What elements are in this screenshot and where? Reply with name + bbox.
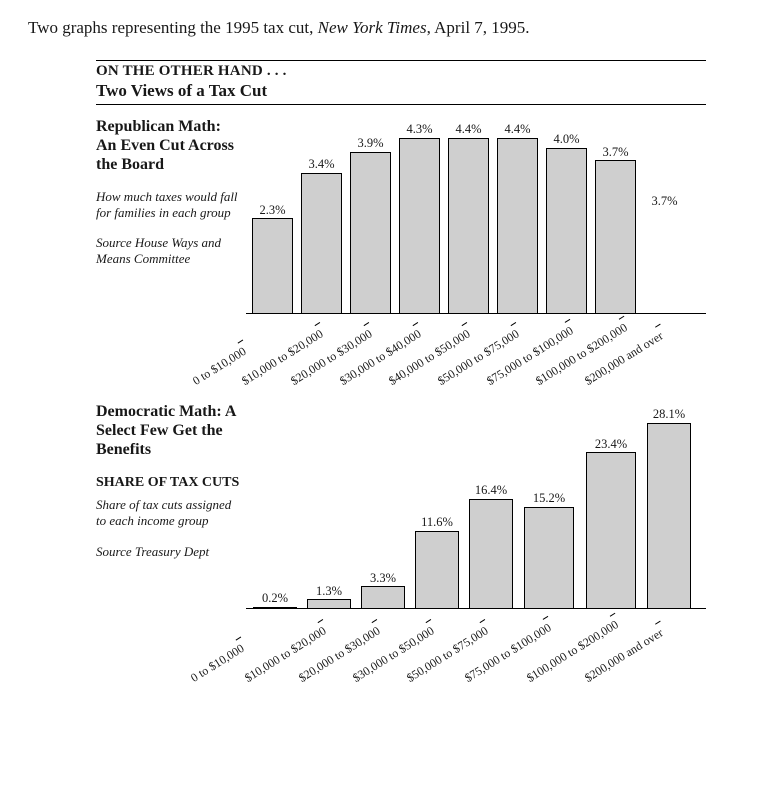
bar-value-label: 11.6% (421, 516, 453, 529)
bar-value-label: 4.3% (406, 123, 432, 136)
chart1-source: Source House Ways and Means Committee (96, 235, 242, 268)
bar (497, 138, 537, 314)
bar (469, 499, 513, 608)
panel-kicker: ON THE OTHER HAND . . . (96, 63, 706, 80)
bar-slot: 3.7% (591, 123, 640, 313)
chart2-source: Source Treasury Dept (96, 544, 242, 560)
bar-value-label: 4.0% (553, 133, 579, 146)
bar-slot: 15.2% (518, 408, 580, 608)
bar-slot: 2.3% (248, 123, 297, 313)
chart2-leftcol: Democratic Math: A Select Few Get the Be… (96, 390, 246, 681)
bar-slot: 3.3% (356, 408, 410, 608)
bar (301, 173, 341, 313)
chart2-area: 0.2% 1.3% 3.3% 11.6% 16.4% 15.2% 23.4% 28.1% 0 … (246, 390, 706, 681)
bar (415, 531, 459, 608)
panel-headline: Two Views of a Tax Cut (96, 81, 706, 101)
bar-value-label: 3.4% (308, 158, 334, 171)
bar (350, 152, 390, 313)
caption-suffix: , April 7, 1995. (427, 18, 530, 37)
bar-slot: 3.9% (346, 123, 395, 313)
bar-slot: 0.2% (248, 408, 302, 608)
chart2-desc: Share of tax cuts assigned to each incom… (96, 497, 242, 530)
chart1-leftcol: Republican Math: An Even Cut Across the … (96, 105, 246, 386)
panel-header: ON THE OTHER HAND . . . Two Views of a T… (96, 60, 706, 105)
caption-source: New York Times (318, 18, 427, 37)
bar (361, 586, 405, 608)
bar-slot: 16.4% (464, 408, 518, 608)
bar-value-label: 1.3% (316, 585, 342, 598)
bar-slot: 1.3% (302, 408, 356, 608)
bar-value-label: 28.1% (653, 408, 685, 421)
bar-slot: 11.6% (410, 408, 464, 608)
chart2-bars: 0.2% 1.3% 3.3% 11.6% 16.4% 15.2% 23.4% 28.1% (246, 408, 706, 609)
bar-value-label: 4.4% (504, 123, 530, 136)
x-axis-label: $75,000 to $100,000 (484, 323, 576, 388)
caption-prefix: Two graphs representing the 1995 tax cut… (28, 18, 318, 37)
bar (307, 599, 351, 608)
x-axis-label: $10,000 to $20,000 (239, 327, 326, 389)
chart-republican: Republican Math: An Even Cut Across the … (96, 105, 706, 386)
bar-value-label: 3.7% (651, 195, 677, 208)
bar-slot: 4.4% (444, 123, 493, 313)
bar-value-label: 0.2% (262, 592, 288, 605)
bar-value-label: 3.3% (370, 572, 396, 585)
bar-slot: 4.4% (493, 123, 542, 313)
bar-slot: 3.7% (640, 123, 689, 313)
bar-slot: 23.4% (580, 408, 642, 608)
chart2-title: Democratic Math: A Select Few Get the Be… (96, 402, 242, 460)
page: Two graphs representing the 1995 tax cut… (0, 0, 764, 812)
bar-value-label: 16.4% (475, 484, 507, 497)
chart1-desc: How much taxes would fall for families i… (96, 189, 242, 222)
chart1-area: 2.3% 3.4% 3.9% 4.3% 4.4% 4.4% 4.0% 3.7% 3.7% 0 t… (246, 105, 706, 386)
bar-value-label: 3.9% (357, 137, 383, 150)
bar (253, 607, 297, 608)
figure-caption: Two graphs representing the 1995 tax cut… (28, 18, 764, 38)
bar-value-label: 23.4% (595, 438, 627, 451)
bar-value-label: 4.4% (455, 123, 481, 136)
bar (399, 138, 439, 314)
bar (524, 507, 575, 608)
bar (448, 138, 488, 314)
chart1-bars: 2.3% 3.4% 3.9% 4.3% 4.4% 4.4% 4.0% 3.7% 3.7% (246, 123, 706, 314)
chart2-subheading: SHARE OF TAX CUTS (96, 474, 242, 492)
chart-democratic: Democratic Math: A Select Few Get the Be… (96, 390, 706, 681)
bar (546, 148, 586, 313)
bar-value-label: 15.2% (533, 492, 565, 505)
bar-slot: 4.0% (542, 123, 591, 313)
bar-slot: 4.3% (395, 123, 444, 313)
chart1-xlabels: 0 to $10,000$10,000 to $20,000$20,000 to… (246, 316, 706, 386)
charts-panel: ON THE OTHER HAND . . . Two Views of a T… (96, 60, 706, 681)
chart2-xlabels: 0 to $10,000$10,000 to $20,000$20,000 to… (246, 611, 706, 681)
bar (252, 218, 292, 313)
bar-slot: 28.1% (642, 408, 696, 608)
bar-slot: 3.4% (297, 123, 346, 313)
bar (647, 423, 691, 609)
bar-value-label: 3.7% (602, 146, 628, 159)
bar (595, 160, 635, 313)
bar-value-label: 2.3% (259, 204, 285, 217)
chart1-title: Republican Math: An Even Cut Across the … (96, 117, 242, 175)
bar (586, 452, 637, 608)
